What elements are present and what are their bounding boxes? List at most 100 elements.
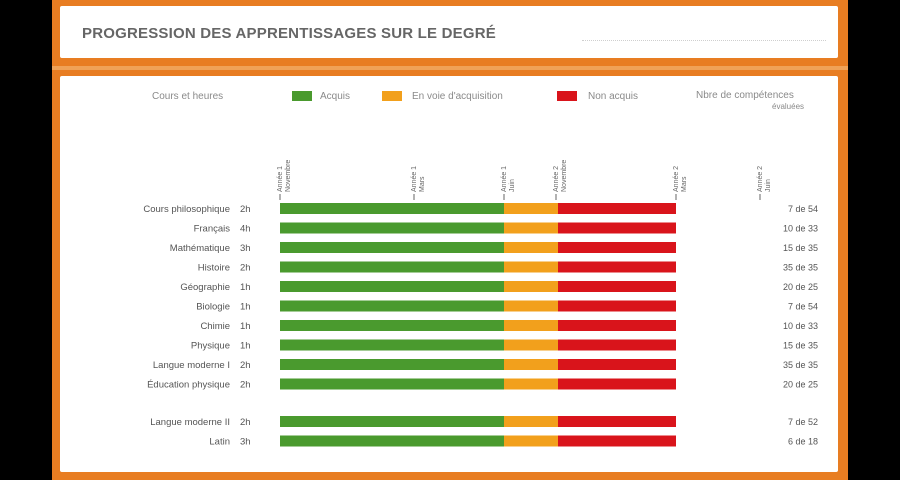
- timeline-marker-sub: Mars: [419, 176, 426, 192]
- bar-segment-non-acquis: [558, 300, 676, 312]
- bar-segment-en-voie: [504, 359, 558, 370]
- row-hours-label: 1h: [240, 302, 251, 313]
- bar-segment-acquis: [280, 359, 504, 370]
- bar-segment-en-voie: [504, 339, 558, 351]
- report-page: PROGRESSION DES APPRENTISSAGES SUR LE DE…: [52, 0, 848, 480]
- bar-segment-non-acquis: [558, 320, 676, 331]
- row-course-label: Histoire: [198, 263, 230, 274]
- header-panel: PROGRESSION DES APPRENTISSAGES SUR LE DE…: [60, 6, 838, 58]
- bar-segment-en-voie: [504, 300, 558, 312]
- legend-count-label: Nbre de compétences: [696, 90, 794, 101]
- bar-segment-acquis: [280, 300, 504, 312]
- row-course-label: Mathématique: [170, 243, 230, 254]
- row-count-label: 20 de 25: [783, 380, 818, 390]
- row-course-label: Biologie: [196, 302, 230, 313]
- legend-label-non-acquis: Non acquis: [588, 91, 639, 102]
- timeline-marker-label: Année 1: [501, 166, 508, 192]
- row-count-label: 15 de 35: [783, 341, 818, 351]
- row-count-label: 6 de 18: [788, 437, 818, 447]
- timeline-marker-sub: Juin: [509, 179, 516, 192]
- row-hours-label: 3h: [240, 243, 251, 254]
- legend-swatch-non-acquis: [557, 91, 577, 101]
- bar-segment-non-acquis: [558, 339, 676, 351]
- timeline-marker-sub: Novembre: [285, 160, 292, 192]
- bar-segment-en-voie: [504, 203, 558, 214]
- timeline-marker-sub: Juin: [765, 179, 772, 192]
- bar-segment-non-acquis: [558, 435, 676, 447]
- timeline-marker-label: Année 2: [553, 166, 560, 192]
- row-course-label: Chimie: [200, 321, 230, 332]
- bar-segment-acquis: [280, 242, 504, 253]
- row-hours-label: 1h: [240, 321, 251, 332]
- row-course-label: Latin: [209, 437, 230, 448]
- legend-swatch-acquis: [292, 91, 312, 101]
- row-hours-label: 1h: [240, 282, 251, 293]
- bar-segment-en-voie: [504, 222, 558, 234]
- row-count-label: 20 de 25: [783, 282, 818, 292]
- bar-segment-acquis: [280, 203, 504, 214]
- row-hours-label: 1h: [240, 341, 251, 352]
- bar-segment-acquis: [280, 261, 504, 273]
- bar-segment-non-acquis: [558, 242, 676, 253]
- row-hours-label: 2h: [240, 263, 251, 274]
- row-count-label: 35 de 35: [783, 263, 818, 273]
- bar-segment-acquis: [280, 339, 504, 351]
- bar-segment-acquis: [280, 281, 504, 292]
- bar-segment-non-acquis: [558, 359, 676, 370]
- timeline-marker-label: Année 2: [673, 166, 680, 192]
- bar-segment-en-voie: [504, 261, 558, 273]
- page-title: PROGRESSION DES APPRENTISSAGES SUR LE DE…: [82, 25, 496, 42]
- row-course-label: Cours philosophique: [143, 204, 230, 215]
- timeline-marker-label: Année 1: [411, 166, 418, 192]
- timeline-marker-label: Année 2: [757, 166, 764, 192]
- row-course-label: Géographie: [180, 282, 230, 293]
- row-hours-label: 2h: [240, 360, 251, 371]
- bar-segment-acquis: [280, 416, 504, 427]
- row-count-label: 7 de 52: [788, 417, 818, 427]
- row-count-label: 15 de 35: [783, 243, 818, 253]
- row-count-label: 35 de 35: [783, 360, 818, 370]
- bar-segment-non-acquis: [558, 203, 676, 214]
- row-count-label: 7 de 54: [788, 204, 818, 214]
- bar-segment-non-acquis: [558, 222, 676, 234]
- bar-segment-non-acquis: [558, 416, 676, 427]
- row-count-label: 10 de 33: [783, 224, 818, 234]
- row-course-label: Langue moderne I: [153, 360, 230, 371]
- bar-segment-acquis: [280, 222, 504, 234]
- timeline-marker-sub: Mars: [681, 176, 688, 192]
- legend-count-label-2: évaluées: [772, 102, 805, 111]
- title-rule: [582, 40, 826, 41]
- legend-swatch-en-voie: [382, 91, 402, 101]
- divider-stripe: [52, 66, 848, 70]
- bar-segment-acquis: [280, 378, 504, 390]
- row-hours-label: 2h: [240, 417, 251, 428]
- bar-segment-acquis: [280, 435, 504, 447]
- bar-segment-en-voie: [504, 378, 558, 390]
- row-course-label: Langue moderne II: [150, 417, 230, 428]
- row-hours-label: 2h: [240, 380, 251, 391]
- bar-segment-en-voie: [504, 435, 558, 447]
- row-count-label: 10 de 33: [783, 321, 818, 331]
- bar-segment-non-acquis: [558, 261, 676, 273]
- row-count-label: 7 de 54: [788, 302, 818, 312]
- row-hours-label: 4h: [240, 224, 251, 235]
- legend-courses-label: Cours et heures: [152, 91, 224, 102]
- bar-segment-non-acquis: [558, 281, 676, 292]
- legend-label-en-voie: En voie d'acquisition: [412, 91, 503, 102]
- row-course-label: Physique: [191, 341, 230, 352]
- bar-segment-en-voie: [504, 242, 558, 253]
- timeline-marker-sub: Novembre: [561, 160, 568, 192]
- progression-chart: Année 1 Novembre Année 1 Mars Année 1 Juin Ann…: [143, 160, 818, 448]
- legend-label-acquis: Acquis: [320, 91, 351, 102]
- timeline-marker-label: Année 1: [277, 166, 284, 192]
- bar-segment-non-acquis: [558, 378, 676, 390]
- bar-segment-en-voie: [504, 281, 558, 292]
- row-hours-label: 3h: [240, 437, 251, 448]
- chart-panel: Cours et heures Acquis En voie d'acquisi…: [60, 76, 838, 472]
- row-course-label: Français: [194, 224, 231, 235]
- row-hours-label: 2h: [240, 204, 251, 215]
- bar-segment-acquis: [280, 320, 504, 331]
- row-course-label: Éducation physique: [147, 380, 230, 391]
- bar-segment-en-voie: [504, 320, 558, 331]
- bar-segment-en-voie: [504, 416, 558, 427]
